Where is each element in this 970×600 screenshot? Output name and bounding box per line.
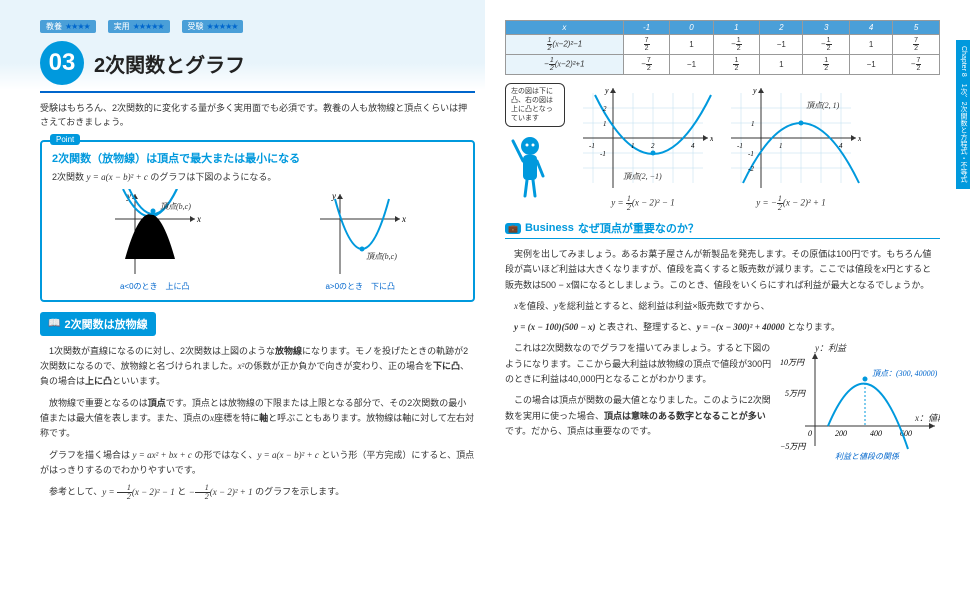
point-title: 2次関数（放物線）は頂点で最大または最小になる — [52, 150, 463, 166]
intro-text: 受験はもちろん、2次関数的に変化する量が多く実用面でも必須です。教養の人も放物線… — [40, 101, 475, 130]
profit-graph: y：利益 10万円5万円0−5万円 200400600 x：値段 頂点：(300… — [780, 341, 940, 463]
svg-text:4: 4 — [839, 142, 843, 150]
chapter-title: 2次関数とグラフ — [94, 49, 245, 78]
biz-p5: この場合は頂点が関数の最大値となりました。このように2次関数を実用に使った場合、… — [505, 393, 772, 439]
biz-p4: これは2次関数なのでグラフを描いてみましょう。すると下図のようになります。ここか… — [505, 341, 772, 387]
point-badge: Point — [50, 134, 80, 145]
svg-text:−5万円: −5万円 — [780, 442, 806, 451]
svg-text:x: x — [709, 134, 713, 143]
svg-text:-1: -1 — [748, 150, 754, 158]
svg-text:0: 0 — [808, 429, 812, 438]
section2-header: Businessなぜ頂点が重要なのか？ — [505, 220, 940, 239]
section1-header: 2次関数は放物線 — [40, 312, 156, 336]
biz-p1: 実例を出してみましょう。あるお菓子屋さんが新製品を発売します。その原価は100円… — [505, 247, 940, 293]
svg-text:y: y — [604, 86, 609, 95]
svg-text:x: x — [401, 214, 406, 224]
svg-text:頂点(2, 1): 頂点(2, 1) — [806, 101, 840, 110]
svg-text:2: 2 — [603, 105, 607, 113]
mini-graph-left: x y 頂点(b,c) a<0のとき 上に凸 — [105, 189, 205, 292]
svg-text:-1: -1 — [600, 150, 606, 158]
svg-text:x：値段: x：値段 — [914, 413, 940, 423]
svg-text:10万円: 10万円 — [780, 358, 805, 367]
grid-graph-left: xy 頂点(2, −1) -1124 12-1 y = 12(x − 2)² −… — [573, 83, 713, 212]
grid-graph-right: xy 頂点(2, 1) -114 1-1-2 y = −12(x − 2)² +… — [721, 83, 861, 212]
mini-graph-right: x y 頂点(b,c) a>0のとき 下に凸 — [310, 189, 410, 292]
value-table: x-1012345 12(x−2)²−1 721−12−1−12172 −12(… — [505, 20, 940, 75]
body-p2: 放物線で重要となるのは頂点です。頂点とは放物線の下限または上限となる部分で、その… — [40, 396, 475, 442]
biz-p3: y = (x − 100)(500 − x) と表され、整理すると、y = −(… — [505, 320, 940, 335]
svg-text:2: 2 — [651, 142, 655, 150]
svg-text:1: 1 — [779, 142, 783, 150]
svg-text:1: 1 — [751, 120, 755, 128]
svg-text:-2: -2 — [748, 165, 754, 173]
svg-text:頂点(b,c): 頂点(b,c) — [366, 252, 397, 261]
biz-p2: xを値段、yを総利益とすると、総利益は利益×販売数ですから、 — [505, 299, 940, 314]
point-formula: 2次関数 y = a(x − b)² + c のグラフは下図のようになる。 — [52, 170, 463, 183]
svg-text:x: x — [196, 214, 201, 224]
svg-text:1: 1 — [603, 120, 607, 128]
svg-text:-1: -1 — [589, 142, 595, 150]
rating-bar: 教養★★★★ 実用★★★★★ 受験★★★★★ — [40, 20, 475, 33]
svg-text:頂点：(300, 40000): 頂点：(300, 40000) — [872, 369, 938, 378]
rating-juken: 受験★★★★★ — [182, 20, 244, 33]
svg-text:1: 1 — [631, 142, 635, 150]
body-p1: 1次関数が直線になるのに対し、2次関数は上図のような放物線になります。モノを投げ… — [40, 344, 475, 390]
body-p4: 参考として、y = 12(x − 2)² − 1 と −12(x − 2)² +… — [40, 484, 475, 501]
graph-row: 左の図は下に凸、右の図は上に凸となっています x y — [505, 83, 940, 212]
left-column: 教養★★★★ 実用★★★★★ 受験★★★★★ 03 2次関数とグラフ 受験はもち… — [40, 20, 475, 580]
svg-text:頂点(b,c): 頂点(b,c) — [160, 202, 191, 211]
right-column: x-1012345 12(x−2)²−1 721−12−1−12172 −12(… — [505, 20, 940, 580]
character-note: 左の図は下に凸、右の図は上に凸となっています — [505, 83, 565, 127]
svg-text:-1: -1 — [737, 142, 743, 150]
rating-kyoyo: 教養★★★★ — [40, 20, 96, 33]
svg-text:200: 200 — [835, 429, 847, 438]
side-tab: Chapter 8 1次、2次関数と方程式・不等式 — [956, 40, 970, 189]
svg-text:400: 400 — [870, 429, 882, 438]
character-icon — [505, 131, 555, 201]
chapter-number: 03 — [40, 41, 84, 85]
svg-text:4: 4 — [691, 142, 695, 150]
point-box: Point 2次関数（放物線）は頂点で最大または最小になる 2次関数 y = a… — [40, 140, 475, 302]
svg-text:y: y — [752, 86, 757, 95]
svg-text:y：利益: y：利益 — [814, 343, 847, 353]
svg-text:x: x — [857, 134, 861, 143]
svg-text:利益と値段の関係: 利益と値段の関係 — [835, 452, 900, 461]
body-p3: グラフを描く場合は y = ax² + bx + c の形ではなく、y = a(… — [40, 448, 475, 479]
svg-text:頂点(2, −1): 頂点(2, −1) — [623, 172, 662, 181]
svg-text:5万円: 5万円 — [785, 389, 806, 398]
rating-jitsuyo: 実用★★★★★ — [108, 20, 170, 33]
